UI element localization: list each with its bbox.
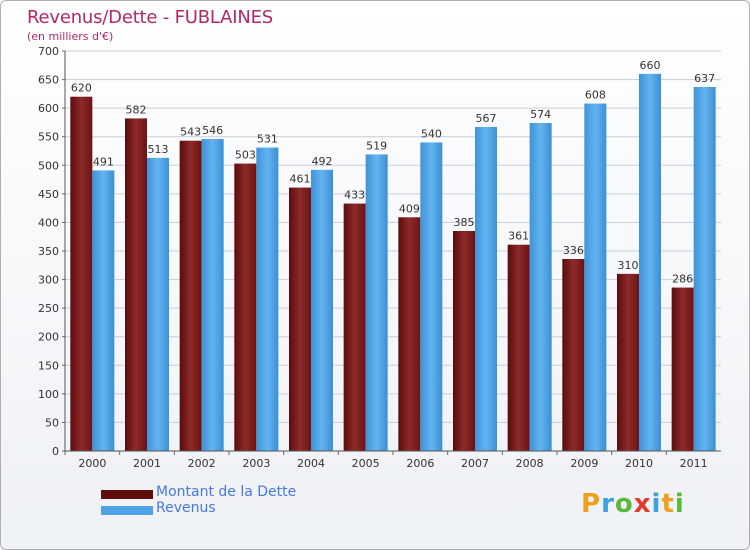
data-label-dette: 409 [399, 202, 420, 215]
y-tick-label: 350 [38, 245, 59, 258]
x-tick-label: 2010 [625, 457, 653, 470]
y-tick-label: 600 [38, 102, 59, 115]
y-tick-label: 250 [38, 302, 59, 315]
logo-letter: i [674, 489, 685, 519]
bar-dette [398, 217, 421, 451]
bar-revenus [584, 103, 607, 452]
y-tick-label: 550 [38, 131, 59, 144]
data-label-dette: 385 [454, 216, 475, 229]
data-label-revenus: 531 [257, 133, 278, 146]
x-axis-ticks: 2000 2001 2002 2003 2004 2005 2006 2007 2008 2009… [64, 451, 708, 470]
y-tick-label: 500 [38, 159, 59, 172]
bar-dette [179, 140, 202, 451]
x-tick-label: 2005 [352, 457, 380, 470]
grid-lines [65, 50, 721, 423]
y-tick-label: 0 [52, 445, 59, 458]
bar-revenus [529, 123, 552, 451]
data-label-revenus: 491 [93, 155, 114, 168]
x-tick-label: 2009 [570, 457, 598, 470]
data-label-dette: 503 [235, 149, 256, 162]
logo-letter: r [601, 489, 615, 519]
data-label-dette: 461 [290, 173, 311, 186]
bar-dette [289, 187, 311, 452]
data-label-dette: 582 [126, 103, 147, 116]
data-label-dette: 310 [618, 259, 639, 272]
y-axis-ticks: 0 50 100 150 200 250 300 350 400 450 500 550 600 650 7… [38, 45, 65, 458]
bar-dette [671, 287, 694, 451]
bars [70, 73, 716, 452]
bar-revenus [256, 147, 279, 452]
data-label-revenus: 567 [476, 112, 497, 125]
legend-label-dette: Montant de la Dette [156, 484, 297, 500]
y-tick-label: 400 [38, 216, 59, 229]
y-tick-label: 50 [45, 416, 59, 429]
bar-revenus [475, 127, 497, 451]
x-tick-label: 2004 [297, 457, 325, 470]
data-label-dette: 336 [563, 244, 584, 257]
y-tick-label: 700 [38, 45, 59, 58]
y-tick-label: 200 [38, 331, 59, 344]
logo-letter: i [651, 489, 662, 519]
data-label-revenus: 513 [148, 143, 169, 156]
data-label-revenus: 660 [640, 59, 661, 72]
data-label-revenus: 492 [312, 155, 333, 168]
data-label-revenus: 540 [421, 127, 442, 140]
x-tick-label: 2011 [680, 457, 708, 470]
data-label-dette: 543 [180, 126, 201, 139]
logo-letter: P [581, 489, 602, 519]
bar-dette [453, 231, 475, 451]
legend-swatch-revenus [101, 506, 153, 515]
y-tick-label: 650 [38, 74, 59, 87]
legend-label-revenus: Revenus [156, 500, 216, 516]
bar-dette [343, 203, 366, 451]
data-label-revenus: 519 [366, 139, 387, 152]
y-tick-label: 300 [38, 274, 59, 287]
bar-dette [507, 244, 530, 451]
bar-revenus [365, 154, 388, 451]
x-tick-label: 2002 [188, 457, 216, 470]
bar-dette [125, 118, 147, 451]
data-label-dette: 361 [508, 230, 529, 243]
x-tick-label: 2007 [461, 457, 489, 470]
x-tick-label: 2003 [242, 457, 270, 470]
data-label-dette: 433 [344, 189, 365, 202]
bar-dette [617, 273, 639, 451]
logo-letter: x [633, 489, 652, 519]
y-tick-label: 100 [38, 388, 59, 401]
x-tick-label: 2006 [406, 457, 434, 470]
x-tick-label: 2000 [78, 457, 106, 470]
chart-title: Revenus/Dette - FUBLAINES [27, 7, 274, 28]
bar-revenus [693, 87, 716, 451]
bar-revenus [147, 157, 169, 451]
bar-revenus [201, 139, 224, 451]
data-label-revenus: 546 [202, 124, 223, 137]
y-tick-label: 450 [38, 188, 59, 201]
y-tick-label: 150 [38, 359, 59, 372]
logo-letter: o [614, 489, 634, 519]
bar-dette [70, 96, 93, 451]
data-label-revenus: 608 [585, 89, 606, 102]
x-tick-label: 2008 [516, 457, 544, 470]
bar-revenus [420, 142, 443, 451]
bar-dette [234, 163, 257, 452]
bar-dette [562, 259, 585, 451]
legend-swatch-dette [101, 490, 153, 499]
logo-letter: t [661, 489, 675, 519]
bar-revenus [92, 170, 115, 451]
data-label-dette: 620 [71, 82, 92, 95]
x-tick-label: 2001 [133, 457, 161, 470]
data-label-revenus: 637 [694, 72, 715, 85]
data-label-revenus: 574 [530, 108, 551, 121]
bar-revenus [311, 169, 333, 451]
chart-subtitle: (en milliers d'€) [27, 30, 114, 43]
axes [64, 51, 721, 452]
data-label-dette: 286 [672, 273, 693, 286]
bar-revenus [639, 73, 661, 451]
proxiti-logo: Proxiti [581, 489, 685, 519]
